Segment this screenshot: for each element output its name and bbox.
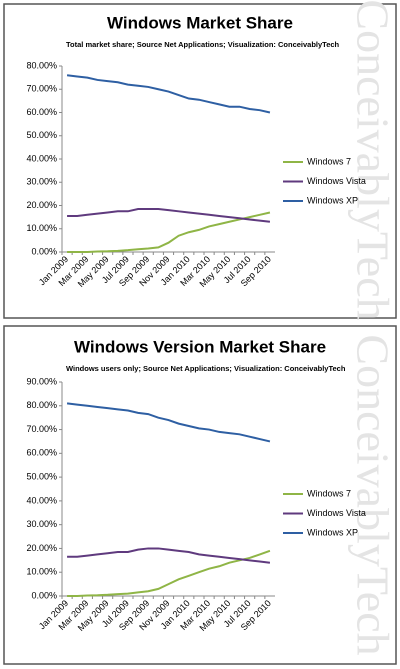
- y-tick-label: 80.00%: [26, 60, 57, 70]
- legend-label: Windows XP: [307, 527, 358, 537]
- y-tick-label: 10.00%: [26, 223, 57, 233]
- y-tick-label: 30.00%: [26, 519, 57, 529]
- legend-label: Windows 7: [307, 488, 351, 498]
- series-line: [67, 547, 271, 564]
- y-tick-label: 10.00%: [26, 567, 57, 577]
- y-tick-label: 40.00%: [26, 495, 57, 505]
- watermark: ConceivablyTech: [347, 0, 398, 321]
- y-tick-label: 80.00%: [26, 400, 57, 410]
- legend-label: Windows XP: [307, 195, 358, 205]
- series-line: [67, 549, 271, 597]
- y-tick-label: 70.00%: [26, 84, 57, 94]
- legend-label: Windows 7: [307, 156, 351, 166]
- legend-label: Windows Vista: [307, 176, 366, 186]
- y-tick-label: 70.00%: [26, 424, 57, 434]
- y-tick-label: 50.00%: [26, 130, 57, 140]
- chart-title: Windows Version Market Share: [74, 337, 326, 356]
- series-line: [67, 211, 271, 253]
- y-tick-label: 50.00%: [26, 471, 57, 481]
- y-tick-label: 30.00%: [26, 177, 57, 187]
- chart-frame: [3, 325, 397, 665]
- legend-label: Windows Vista: [307, 508, 366, 518]
- y-tick-label: 60.00%: [26, 448, 57, 458]
- y-tick-label: 0.00%: [31, 590, 57, 600]
- series-line: [66, 402, 271, 443]
- watermark: ConceivablyTech: [347, 334, 398, 655]
- y-tick-label: 20.00%: [26, 543, 57, 553]
- chart-subtitle: Windows users only; Source Net Applicati…: [66, 364, 346, 373]
- y-tick-label: 40.00%: [26, 153, 57, 163]
- y-tick-label: 90.00%: [26, 376, 57, 386]
- chart-subtitle: Total market share; Source Net Applicati…: [66, 40, 340, 49]
- y-tick-label: 20.00%: [26, 200, 57, 210]
- chart-title: Windows Market Share: [107, 13, 293, 32]
- y-tick-label: 0.00%: [31, 246, 57, 256]
- series-line: [66, 74, 271, 114]
- chart-frame: [3, 3, 397, 319]
- y-tick-label: 60.00%: [26, 107, 57, 117]
- series-line: [67, 207, 271, 223]
